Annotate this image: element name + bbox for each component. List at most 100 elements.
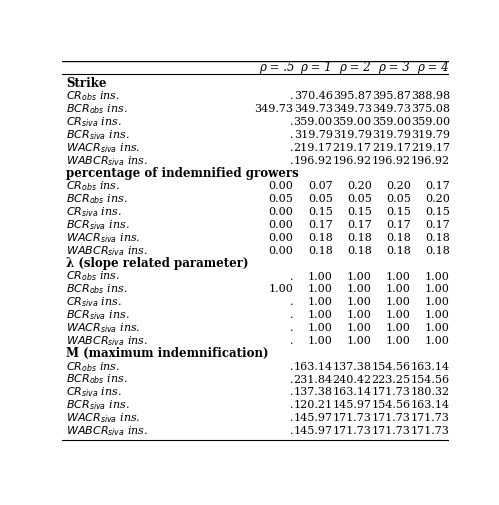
Text: 1.00: 1.00 xyxy=(386,272,411,281)
Text: 231.84: 231.84 xyxy=(293,375,333,384)
Text: 0.17: 0.17 xyxy=(386,220,411,230)
Text: .: . xyxy=(290,362,293,372)
Text: $WACR_{siva}$ ins.: $WACR_{siva}$ ins. xyxy=(66,141,141,155)
Text: $CR_{siva}$ ins.: $CR_{siva}$ ins. xyxy=(66,295,122,309)
Text: 349.73: 349.73 xyxy=(372,104,411,114)
Text: 0.20: 0.20 xyxy=(386,181,411,191)
Text: 1.00: 1.00 xyxy=(425,284,450,294)
Text: 1.00: 1.00 xyxy=(425,297,450,307)
Text: 137.38: 137.38 xyxy=(294,387,333,397)
Text: $CR_{siva}$ ins.: $CR_{siva}$ ins. xyxy=(66,385,122,399)
Text: 0.18: 0.18 xyxy=(425,246,450,256)
Text: 196.92: 196.92 xyxy=(411,156,450,166)
Text: 154.56: 154.56 xyxy=(411,375,450,384)
Text: Strike: Strike xyxy=(66,77,107,90)
Text: $WABCR_{siva}$ ins.: $WABCR_{siva}$ ins. xyxy=(66,154,148,168)
Text: M (maximum indemnification): M (maximum indemnification) xyxy=(66,347,269,360)
Text: 319.79: 319.79 xyxy=(333,130,372,140)
Text: 120.21: 120.21 xyxy=(293,400,333,410)
Text: 1.00: 1.00 xyxy=(347,272,372,281)
Text: 1.00: 1.00 xyxy=(386,310,411,320)
Text: λ (slope related parameter): λ (slope related parameter) xyxy=(66,257,249,270)
Text: 1.00: 1.00 xyxy=(386,323,411,333)
Text: 0.00: 0.00 xyxy=(269,246,293,256)
Text: $WABCR_{siva}$ ins.: $WABCR_{siva}$ ins. xyxy=(66,424,148,438)
Text: 0.18: 0.18 xyxy=(347,233,372,243)
Text: 1.00: 1.00 xyxy=(308,272,333,281)
Text: $CR_{obs}$ ins.: $CR_{obs}$ ins. xyxy=(66,270,120,283)
Text: 163.14: 163.14 xyxy=(293,362,333,372)
Text: 171.73: 171.73 xyxy=(411,413,450,423)
Text: 319.79: 319.79 xyxy=(372,130,411,140)
Text: ρ = 1: ρ = 1 xyxy=(300,61,332,74)
Text: $WACR_{siva}$ ins.: $WACR_{siva}$ ins. xyxy=(66,231,141,245)
Text: 1.00: 1.00 xyxy=(308,297,333,307)
Text: $CR_{obs}$ ins.: $CR_{obs}$ ins. xyxy=(66,89,120,103)
Text: 163.14: 163.14 xyxy=(411,362,450,372)
Text: .: . xyxy=(290,336,293,346)
Text: 171.73: 171.73 xyxy=(333,413,372,423)
Text: .: . xyxy=(290,310,293,320)
Text: 0.00: 0.00 xyxy=(269,233,293,243)
Text: ρ = 4: ρ = 4 xyxy=(418,61,449,74)
Text: $CR_{siva}$ ins.: $CR_{siva}$ ins. xyxy=(66,115,122,129)
Text: 1.00: 1.00 xyxy=(425,310,450,320)
Text: 171.73: 171.73 xyxy=(372,413,411,423)
Text: 223.25: 223.25 xyxy=(372,375,411,384)
Text: .: . xyxy=(290,156,293,166)
Text: $BCR_{siva}$ ins.: $BCR_{siva}$ ins. xyxy=(66,128,130,142)
Text: 0.15: 0.15 xyxy=(308,207,333,217)
Text: $WABCR_{siva}$ ins.: $WABCR_{siva}$ ins. xyxy=(66,244,148,258)
Text: 0.20: 0.20 xyxy=(425,194,450,205)
Text: 319.79: 319.79 xyxy=(411,130,450,140)
Text: 1.00: 1.00 xyxy=(347,336,372,346)
Text: 0.17: 0.17 xyxy=(308,220,333,230)
Text: 171.73: 171.73 xyxy=(333,426,372,436)
Text: 0.17: 0.17 xyxy=(425,181,450,191)
Text: .: . xyxy=(290,117,293,127)
Text: 0.18: 0.18 xyxy=(386,233,411,243)
Text: ρ = .5: ρ = .5 xyxy=(259,61,295,74)
Text: 180.32: 180.32 xyxy=(411,387,450,397)
Text: $BCR_{siva}$ ins.: $BCR_{siva}$ ins. xyxy=(66,308,130,322)
Text: 0.18: 0.18 xyxy=(308,246,333,256)
Text: 395.87: 395.87 xyxy=(333,91,372,102)
Text: 163.14: 163.14 xyxy=(411,400,450,410)
Text: 359.00: 359.00 xyxy=(333,117,372,127)
Text: 145.97: 145.97 xyxy=(294,413,333,423)
Text: 171.73: 171.73 xyxy=(411,426,450,436)
Text: $WACR_{siva}$ ins.: $WACR_{siva}$ ins. xyxy=(66,321,141,335)
Text: 1.00: 1.00 xyxy=(308,336,333,346)
Text: 0.15: 0.15 xyxy=(347,207,372,217)
Text: 0.18: 0.18 xyxy=(425,233,450,243)
Text: 1.00: 1.00 xyxy=(386,297,411,307)
Text: 0.15: 0.15 xyxy=(425,207,450,217)
Text: $WABCR_{siva}$ ins.: $WABCR_{siva}$ ins. xyxy=(66,334,148,348)
Text: 1.00: 1.00 xyxy=(386,284,411,294)
Text: 1.00: 1.00 xyxy=(308,310,333,320)
Text: .: . xyxy=(290,387,293,397)
Text: 359.00: 359.00 xyxy=(372,117,411,127)
Text: 0.18: 0.18 xyxy=(308,233,333,243)
Text: .: . xyxy=(290,130,293,140)
Text: 145.97: 145.97 xyxy=(333,400,372,410)
Text: 1.00: 1.00 xyxy=(425,272,450,281)
Text: $BCR_{obs}$ ins.: $BCR_{obs}$ ins. xyxy=(66,373,128,386)
Text: $BCR_{obs}$ ins.: $BCR_{obs}$ ins. xyxy=(66,102,128,116)
Text: 0.18: 0.18 xyxy=(347,246,372,256)
Text: 0.05: 0.05 xyxy=(308,194,333,205)
Text: .: . xyxy=(290,400,293,410)
Text: 0.05: 0.05 xyxy=(386,194,411,205)
Text: $BCR_{siva}$ ins.: $BCR_{siva}$ ins. xyxy=(66,398,130,412)
Text: .: . xyxy=(290,375,293,384)
Text: 349.73: 349.73 xyxy=(333,104,372,114)
Text: percentage of indemnified growers: percentage of indemnified growers xyxy=(66,167,299,180)
Text: 219.17: 219.17 xyxy=(372,143,411,153)
Text: 0.05: 0.05 xyxy=(269,194,293,205)
Text: 1.00: 1.00 xyxy=(269,284,293,294)
Text: 1.00: 1.00 xyxy=(347,323,372,333)
Text: 0.18: 0.18 xyxy=(386,246,411,256)
Text: .: . xyxy=(290,297,293,307)
Text: 196.92: 196.92 xyxy=(333,156,372,166)
Text: 0.00: 0.00 xyxy=(269,220,293,230)
